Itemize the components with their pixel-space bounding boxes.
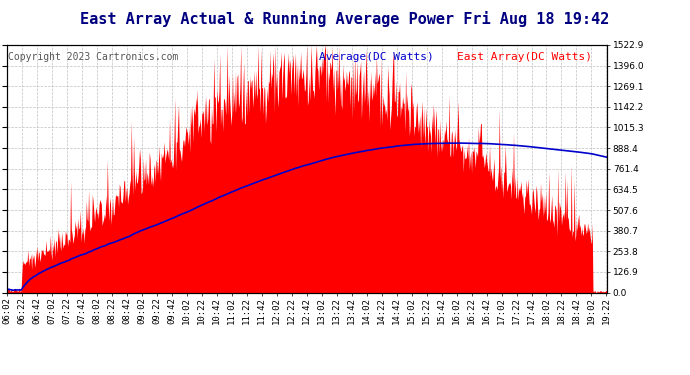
Text: Copyright 2023 Cartronics.com: Copyright 2023 Cartronics.com — [8, 53, 179, 62]
Text: Average(DC Watts): Average(DC Watts) — [319, 53, 434, 62]
Text: East Array(DC Watts): East Array(DC Watts) — [457, 53, 592, 62]
Text: East Array Actual & Running Average Power Fri Aug 18 19:42: East Array Actual & Running Average Powe… — [80, 11, 610, 27]
